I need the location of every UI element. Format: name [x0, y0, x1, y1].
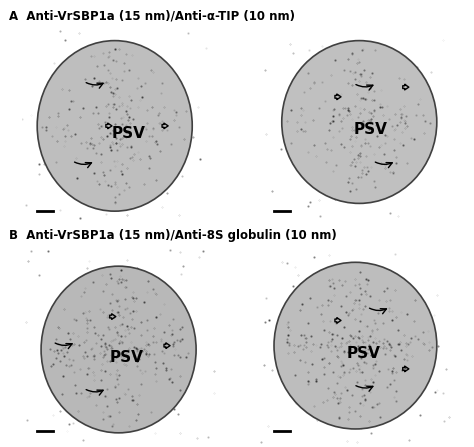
Text: PSV: PSV	[346, 346, 380, 361]
Ellipse shape	[282, 41, 437, 203]
Text: B  Anti-VrSBP1a (15 nm)/Anti-8S globulin (10 nm): B Anti-VrSBP1a (15 nm)/Anti-8S globulin …	[9, 229, 337, 242]
Ellipse shape	[274, 262, 437, 429]
Ellipse shape	[37, 41, 192, 211]
Text: A  Anti-VrSBP1a (15 nm)/Anti-α-TIP (10 nm): A Anti-VrSBP1a (15 nm)/Anti-α-TIP (10 nm…	[9, 9, 295, 22]
Text: PSV: PSV	[111, 126, 145, 141]
Text: PSV: PSV	[354, 122, 388, 137]
Ellipse shape	[41, 266, 196, 433]
Text: PSV: PSV	[109, 350, 143, 365]
